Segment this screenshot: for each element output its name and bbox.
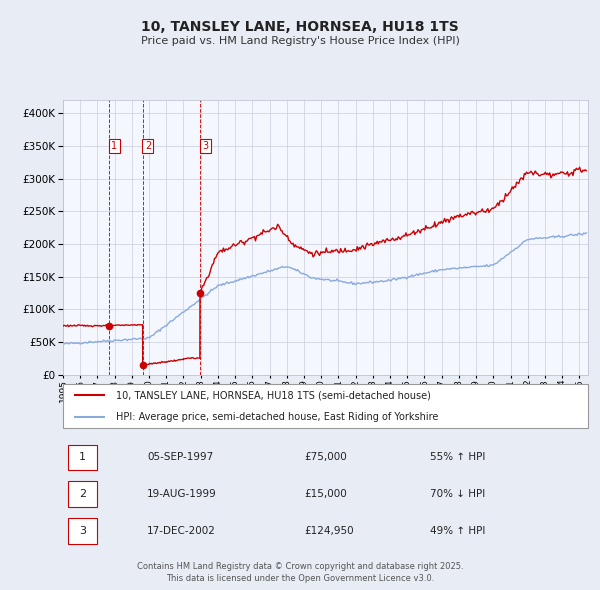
Text: 55% ↑ HPI: 55% ↑ HPI [431,453,486,463]
Text: 19-AUG-1999: 19-AUG-1999 [147,489,217,499]
Text: 2: 2 [79,489,86,499]
Text: 10, TANSLEY LANE, HORNSEA, HU18 1TS (semi-detached house): 10, TANSLEY LANE, HORNSEA, HU18 1TS (sem… [115,391,430,401]
Text: 05-SEP-1997: 05-SEP-1997 [147,453,213,463]
FancyBboxPatch shape [68,518,97,543]
Text: 3: 3 [202,141,208,151]
Text: £124,950: £124,950 [305,526,354,536]
Text: Price paid vs. HM Land Registry's House Price Index (HPI): Price paid vs. HM Land Registry's House … [140,37,460,46]
Text: 3: 3 [79,526,86,536]
Text: 2: 2 [145,141,151,151]
FancyBboxPatch shape [68,481,97,507]
Text: This data is licensed under the Open Government Licence v3.0.: This data is licensed under the Open Gov… [166,573,434,583]
Text: 17-DEC-2002: 17-DEC-2002 [147,526,216,536]
FancyBboxPatch shape [68,445,97,470]
Text: 70% ↓ HPI: 70% ↓ HPI [431,489,486,499]
Text: HPI: Average price, semi-detached house, East Riding of Yorkshire: HPI: Average price, semi-detached house,… [115,412,438,422]
Text: £75,000: £75,000 [305,453,347,463]
Text: 1: 1 [111,141,118,151]
FancyBboxPatch shape [63,384,588,428]
Text: 1: 1 [79,453,86,463]
Text: 49% ↑ HPI: 49% ↑ HPI [431,526,486,536]
Text: £15,000: £15,000 [305,489,347,499]
Text: 10, TANSLEY LANE, HORNSEA, HU18 1TS: 10, TANSLEY LANE, HORNSEA, HU18 1TS [141,19,459,34]
Text: Contains HM Land Registry data © Crown copyright and database right 2025.: Contains HM Land Registry data © Crown c… [137,562,463,571]
